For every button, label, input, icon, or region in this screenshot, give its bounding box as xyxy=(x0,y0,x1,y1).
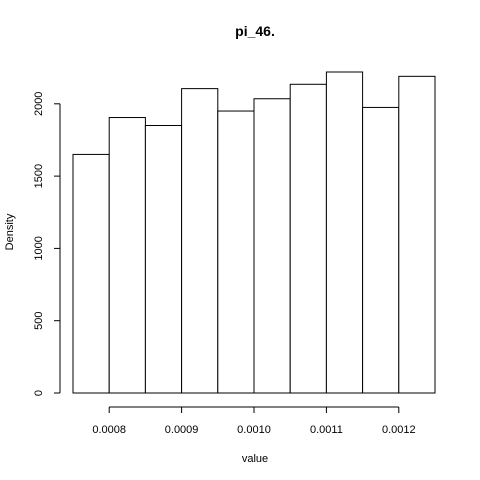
chart-title: pi_46. xyxy=(235,23,275,39)
x-tick-label: 0.0010 xyxy=(237,424,271,436)
histogram-bar xyxy=(144,125,183,394)
x-tick-label: 0.0009 xyxy=(165,424,199,436)
x-tick-label: 0.0011 xyxy=(310,424,343,436)
y-tick-label: 2000 xyxy=(33,92,45,116)
bars-group xyxy=(72,71,436,394)
x-tick-label: 0.0008 xyxy=(92,424,126,436)
y-axis-label: Density xyxy=(4,213,16,250)
histogram-bar xyxy=(72,153,110,394)
x-axis: 0.0008 0.0009 0.0010 0.0011 0.0012 xyxy=(92,406,416,436)
histogram-bar xyxy=(289,83,327,394)
x-axis-label: value xyxy=(242,453,268,465)
y-tick-label: 1000 xyxy=(33,236,45,260)
y-axis: 0 500 1000 1500 2000 xyxy=(33,92,61,396)
histogram-bar xyxy=(217,110,255,394)
y-tick-label: 500 xyxy=(33,312,45,330)
histogram-bar xyxy=(325,71,364,394)
histogram-bar xyxy=(362,106,400,394)
histogram-bar xyxy=(253,98,291,394)
y-tick-label: 1500 xyxy=(33,164,45,188)
x-tick-label: 0.0012 xyxy=(382,424,416,436)
histogram-bar xyxy=(108,117,146,394)
histogram-bar xyxy=(398,75,436,394)
y-tick-label: 0 xyxy=(33,390,45,396)
histogram-bar xyxy=(181,88,219,394)
